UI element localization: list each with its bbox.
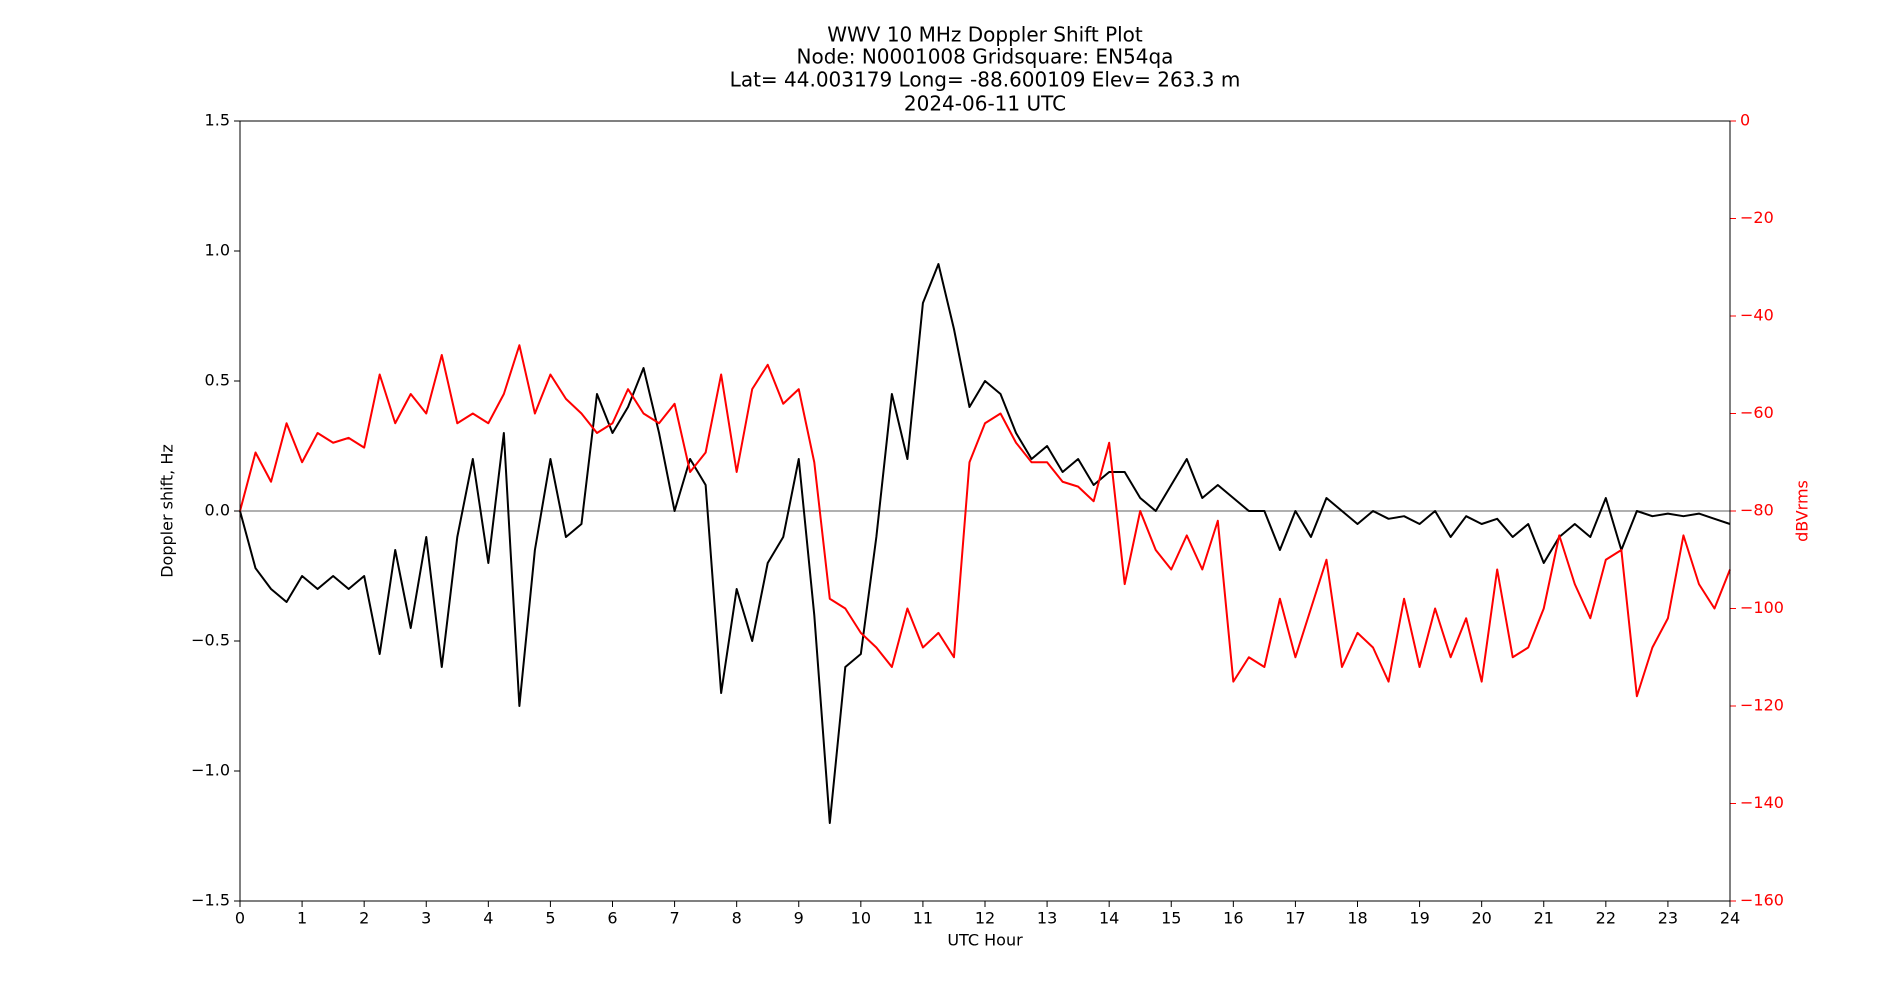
x-tick-label: 12: [975, 909, 995, 928]
x-tick-label: 1: [297, 909, 307, 928]
x-tick-label: 7: [669, 909, 679, 928]
x-tick-label: 16: [1223, 909, 1243, 928]
y-axis-label: Doppler shift, Hz: [158, 444, 177, 578]
x-tick-label: 21: [1534, 909, 1554, 928]
chart-subtitle: Lat= 44.003179 Long= -88.600109 Elev= 26…: [730, 68, 1241, 92]
y2-tick-label: 0: [1740, 111, 1750, 130]
y2-axis-label: dBVrms: [1793, 480, 1812, 542]
y-tick-label: 1.5: [205, 111, 230, 130]
x-tick-label: 20: [1471, 909, 1491, 928]
x-tick-label: 6: [607, 909, 617, 928]
x-tick-label: 11: [913, 909, 933, 928]
y2-tick-label: −140: [1740, 793, 1784, 812]
y-tick-label: −1.0: [191, 761, 230, 780]
data-line: [239, 344, 1731, 698]
x-tick-label: 10: [851, 909, 871, 928]
y2-tick-label: −160: [1740, 891, 1784, 910]
x-tick-label: 24: [1720, 909, 1740, 928]
x-tick-label: 18: [1347, 909, 1367, 928]
x-tick-label: 13: [1037, 909, 1057, 928]
y-tick-label: −0.5: [191, 631, 230, 650]
plot-frame: [239, 120, 1731, 902]
y2-tick-label: −40: [1740, 306, 1774, 325]
x-tick-label: 2: [359, 909, 369, 928]
x-tick-label: 8: [732, 909, 742, 928]
x-axis-label: UTC Hour: [947, 931, 1023, 950]
chart-subtitle: Node: N0001008 Gridsquare: EN54qa: [797, 45, 1174, 69]
y2-tick-label: −60: [1740, 403, 1774, 422]
x-tick-label: 23: [1658, 909, 1678, 928]
x-tick-label: 22: [1596, 909, 1616, 928]
x-tick-label: 19: [1409, 909, 1429, 928]
chart-title: WWV 10 MHz Doppler Shift Plot: [827, 23, 1143, 47]
y2-tick-label: −100: [1740, 598, 1784, 617]
x-tick-label: 9: [794, 909, 804, 928]
x-tick-label: 4: [483, 909, 493, 928]
y2-tick-label: −120: [1740, 696, 1784, 715]
x-tick-label: 0: [235, 909, 245, 928]
x-tick-label: 5: [545, 909, 555, 928]
x-tick-label: 14: [1099, 909, 1119, 928]
data-line: [239, 263, 1731, 824]
y2-tick-label: −20: [1740, 208, 1774, 227]
y-tick-label: 0.0: [205, 501, 230, 520]
y-tick-label: 0.5: [205, 371, 230, 390]
chart-subtitle: 2024-06-11 UTC: [904, 92, 1066, 116]
y-tick-label: −1.5: [191, 891, 230, 910]
x-tick-label: 3: [421, 909, 431, 928]
x-tick-label: 17: [1285, 909, 1305, 928]
y2-tick-label: −80: [1740, 501, 1774, 520]
y-tick-label: 1.0: [205, 241, 230, 260]
x-tick-label: 15: [1161, 909, 1181, 928]
